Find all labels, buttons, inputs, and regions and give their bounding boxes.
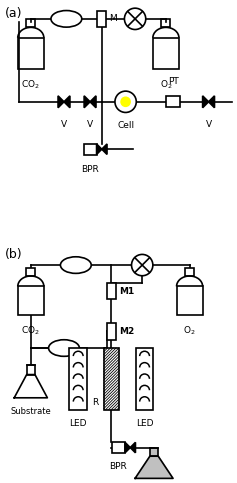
Text: O$_2$: O$_2$ <box>160 78 172 91</box>
Polygon shape <box>130 442 136 453</box>
Bar <box>27 365 35 375</box>
Ellipse shape <box>60 257 91 273</box>
Polygon shape <box>14 375 47 398</box>
Bar <box>69 348 87 410</box>
Polygon shape <box>209 96 214 108</box>
Bar <box>166 97 180 107</box>
Bar <box>18 38 44 69</box>
Bar <box>161 19 170 28</box>
Text: (a): (a) <box>5 7 22 20</box>
Polygon shape <box>97 144 102 155</box>
Bar <box>107 283 116 299</box>
Polygon shape <box>102 144 107 155</box>
Text: CO$_2$: CO$_2$ <box>21 324 40 337</box>
Polygon shape <box>125 442 130 453</box>
Text: (b): (b) <box>5 248 22 261</box>
Text: R: R <box>92 398 98 407</box>
Bar <box>97 11 106 27</box>
Polygon shape <box>84 96 90 108</box>
Bar <box>18 286 44 315</box>
Polygon shape <box>64 96 70 108</box>
Ellipse shape <box>49 340 79 356</box>
Text: O$_2$: O$_2$ <box>183 324 196 337</box>
Polygon shape <box>135 456 173 478</box>
Text: V: V <box>61 120 67 128</box>
Circle shape <box>120 97 131 107</box>
Bar <box>26 19 35 28</box>
Bar <box>185 269 194 276</box>
Bar <box>150 448 158 456</box>
Bar <box>83 144 96 155</box>
Text: M: M <box>109 14 117 23</box>
Polygon shape <box>203 96 209 108</box>
Text: BPR: BPR <box>110 462 127 471</box>
Text: V: V <box>87 120 93 128</box>
Circle shape <box>132 255 153 276</box>
Polygon shape <box>90 96 96 108</box>
Bar <box>107 323 116 340</box>
Bar <box>177 286 203 315</box>
Polygon shape <box>58 96 64 108</box>
Bar <box>136 348 153 410</box>
Text: PT: PT <box>168 77 178 86</box>
Text: LED: LED <box>69 419 87 428</box>
Ellipse shape <box>51 11 82 27</box>
Bar <box>153 38 179 69</box>
Bar <box>26 269 35 276</box>
Text: CO$_2$: CO$_2$ <box>21 78 40 91</box>
Text: M2: M2 <box>119 327 134 336</box>
Text: Cell: Cell <box>117 121 134 130</box>
Bar <box>112 442 125 453</box>
Text: M1: M1 <box>119 286 134 296</box>
Text: LED: LED <box>136 419 153 428</box>
Text: Substrate: Substrate <box>10 407 51 416</box>
Bar <box>104 348 119 410</box>
Circle shape <box>124 8 146 29</box>
Circle shape <box>115 91 136 113</box>
Text: V: V <box>205 120 212 128</box>
Text: BPR: BPR <box>81 165 99 173</box>
